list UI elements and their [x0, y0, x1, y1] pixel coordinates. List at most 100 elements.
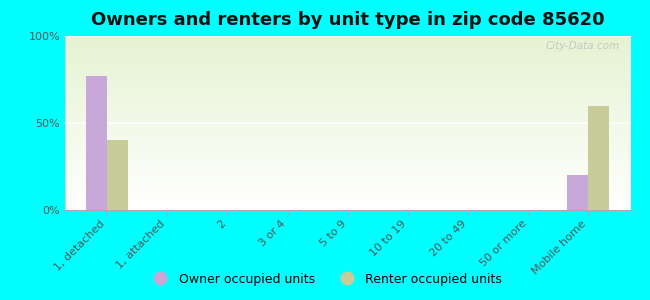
Bar — [65, 107, 630, 109]
Bar — [65, 55, 630, 57]
Bar — [65, 137, 630, 139]
Bar — [65, 86, 630, 88]
Bar — [65, 144, 630, 146]
Bar — [65, 173, 630, 175]
Bar — [65, 69, 630, 71]
Bar — [65, 165, 630, 167]
Text: City-Data.com: City-Data.com — [545, 41, 619, 51]
Bar — [65, 161, 630, 163]
Bar — [588, 106, 610, 210]
Bar — [65, 151, 630, 153]
Bar — [65, 191, 630, 193]
Bar — [65, 116, 630, 118]
Bar — [65, 121, 630, 123]
Bar — [65, 97, 630, 99]
Bar — [65, 93, 630, 95]
Bar — [65, 139, 630, 140]
Legend: Owner occupied units, Renter occupied units: Owner occupied units, Renter occupied un… — [143, 268, 507, 291]
Bar — [65, 123, 630, 125]
Bar — [65, 46, 630, 48]
Bar — [65, 38, 630, 40]
Bar — [65, 189, 630, 191]
Bar — [65, 43, 630, 45]
Bar — [65, 142, 630, 144]
Bar — [65, 111, 630, 112]
Bar — [65, 147, 630, 149]
Bar — [65, 160, 630, 161]
Bar — [65, 153, 630, 154]
Bar — [65, 66, 630, 67]
Bar — [65, 78, 630, 80]
Bar — [65, 201, 630, 203]
Bar — [65, 206, 630, 208]
Bar — [65, 85, 630, 86]
Bar — [65, 90, 630, 92]
Bar — [65, 80, 630, 81]
Bar — [65, 154, 630, 156]
Bar — [65, 208, 630, 210]
Bar — [65, 71, 630, 73]
Bar — [65, 41, 630, 43]
Bar — [65, 40, 630, 41]
Bar — [65, 62, 630, 64]
Bar — [65, 52, 630, 53]
Bar — [65, 58, 630, 60]
Bar — [65, 76, 630, 78]
Bar — [65, 132, 630, 134]
Bar — [65, 95, 630, 97]
Bar — [65, 102, 630, 104]
Bar — [65, 194, 630, 196]
Bar — [65, 167, 630, 168]
Bar — [65, 81, 630, 83]
Bar — [65, 118, 630, 119]
Bar — [65, 106, 630, 107]
Bar — [107, 140, 128, 210]
Bar — [65, 88, 630, 90]
Bar — [65, 158, 630, 160]
Bar — [65, 186, 630, 188]
Bar — [65, 67, 630, 69]
Bar — [65, 74, 630, 76]
Bar — [65, 53, 630, 55]
Bar — [65, 130, 630, 132]
Bar — [86, 76, 107, 210]
Bar — [65, 45, 630, 46]
Bar — [65, 198, 630, 200]
Bar — [65, 156, 630, 158]
Bar — [65, 168, 630, 170]
Bar — [567, 175, 588, 210]
Bar — [65, 177, 630, 179]
Bar — [65, 92, 630, 93]
Bar — [65, 125, 630, 127]
Bar — [65, 64, 630, 66]
Bar — [65, 196, 630, 198]
Bar — [65, 163, 630, 165]
Bar — [65, 119, 630, 121]
Bar — [65, 100, 630, 102]
Title: Owners and renters by unit type in zip code 85620: Owners and renters by unit type in zip c… — [91, 11, 604, 29]
Bar — [65, 188, 630, 189]
Bar — [65, 175, 630, 177]
Bar — [65, 134, 630, 135]
Bar — [65, 114, 630, 116]
Bar — [65, 36, 630, 38]
Bar — [65, 200, 630, 201]
Bar — [65, 170, 630, 172]
Bar — [65, 57, 630, 58]
Bar — [65, 48, 630, 50]
Bar — [65, 99, 630, 100]
Bar — [65, 179, 630, 180]
Bar — [65, 128, 630, 130]
Bar — [65, 184, 630, 186]
Bar — [65, 60, 630, 62]
Bar — [65, 135, 630, 137]
Bar — [65, 73, 630, 74]
Bar — [65, 104, 630, 106]
Bar — [65, 193, 630, 194]
Bar — [65, 112, 630, 114]
Bar — [65, 127, 630, 128]
Bar — [65, 83, 630, 85]
Bar — [65, 180, 630, 182]
Bar — [65, 203, 630, 205]
Bar — [65, 172, 630, 173]
